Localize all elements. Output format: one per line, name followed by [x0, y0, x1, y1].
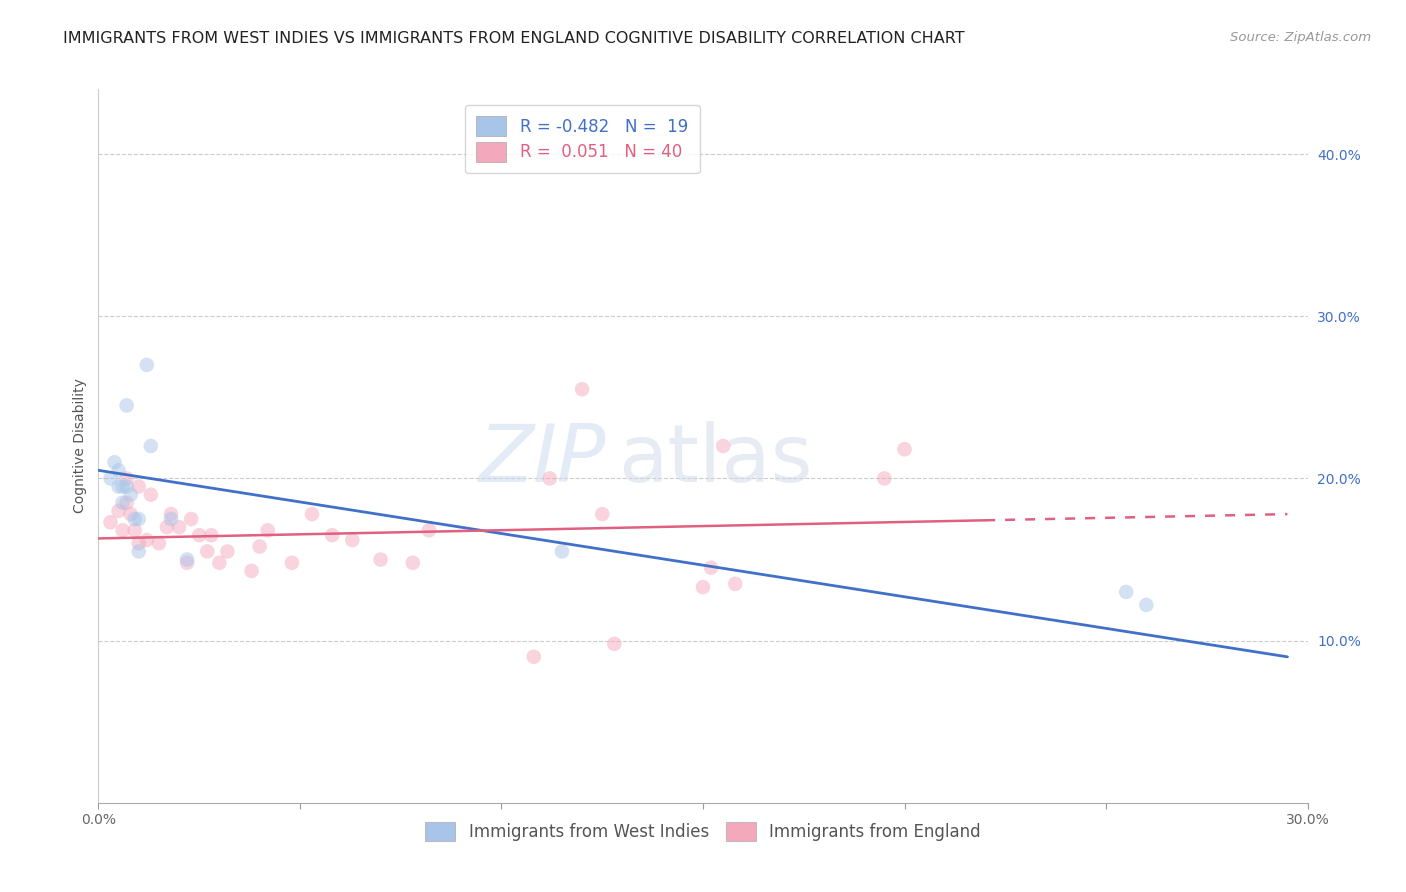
Point — [1115, 585, 1137, 599]
Point — [1135, 598, 1157, 612]
Point — [711, 439, 734, 453]
Point — [538, 471, 561, 485]
Point — [167, 520, 190, 534]
Point — [523, 649, 546, 664]
Point — [139, 488, 162, 502]
Point — [692, 580, 714, 594]
Point — [591, 507, 613, 521]
Text: IMMIGRANTS FROM WEST INDIES VS IMMIGRANTS FROM ENGLAND COGNITIVE DISABILITY CORR: IMMIGRANTS FROM WEST INDIES VS IMMIGRANT… — [63, 31, 965, 46]
Point — [111, 524, 134, 538]
Point — [160, 507, 183, 521]
Point — [115, 471, 138, 485]
Point — [128, 536, 150, 550]
Point — [139, 439, 162, 453]
Point — [100, 471, 122, 485]
Point — [107, 463, 129, 477]
Point — [128, 479, 150, 493]
Point — [418, 524, 440, 538]
Point — [256, 524, 278, 538]
Point — [115, 496, 138, 510]
Point — [217, 544, 239, 558]
Point — [700, 560, 723, 574]
Point — [176, 556, 198, 570]
Point — [195, 544, 218, 558]
Point — [160, 512, 183, 526]
Point — [188, 528, 211, 542]
Point — [115, 479, 138, 493]
Point — [208, 556, 231, 570]
Point — [128, 544, 150, 558]
Text: ZIP: ZIP — [479, 421, 606, 500]
Point — [100, 515, 122, 529]
Point — [124, 524, 146, 538]
Point — [893, 442, 915, 457]
Point — [200, 528, 222, 542]
Point — [873, 471, 896, 485]
Point — [111, 496, 134, 510]
Point — [370, 552, 392, 566]
Point — [281, 556, 304, 570]
Point — [128, 512, 150, 526]
Point — [107, 504, 129, 518]
Point — [120, 488, 142, 502]
Point — [156, 520, 179, 534]
Legend: Immigrants from West Indies, Immigrants from England: Immigrants from West Indies, Immigrants … — [419, 815, 987, 848]
Point — [402, 556, 425, 570]
Point — [240, 564, 263, 578]
Point — [551, 544, 574, 558]
Point — [180, 512, 202, 526]
Point — [115, 399, 138, 413]
Text: atlas: atlas — [619, 421, 813, 500]
Point — [120, 507, 142, 521]
Point — [249, 540, 271, 554]
Point — [124, 512, 146, 526]
Point — [571, 382, 593, 396]
Point — [342, 533, 364, 547]
Y-axis label: Cognitive Disability: Cognitive Disability — [73, 378, 87, 514]
Point — [301, 507, 323, 521]
Point — [724, 577, 747, 591]
Point — [111, 479, 134, 493]
Point — [107, 479, 129, 493]
Point — [103, 455, 125, 469]
Point — [135, 358, 157, 372]
Point — [603, 637, 626, 651]
Point — [148, 536, 170, 550]
Point — [176, 552, 198, 566]
Point — [321, 528, 343, 542]
Text: Source: ZipAtlas.com: Source: ZipAtlas.com — [1230, 31, 1371, 45]
Point — [135, 533, 157, 547]
